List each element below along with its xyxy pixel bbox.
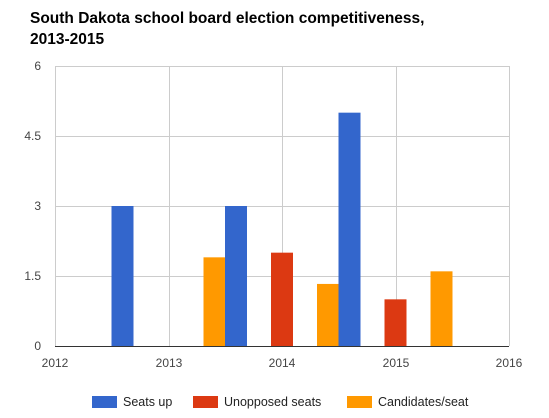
bar-candidates-seat	[430, 271, 453, 346]
bar-unopposed-seats	[271, 252, 293, 346]
chart-title: South Dakota school board election compe…	[30, 8, 530, 50]
y-tick-label: 1.5	[24, 269, 41, 283]
bar-unopposed-seats	[384, 299, 407, 346]
legend-label: Candidates/seat	[378, 395, 469, 409]
x-tick-label: 2014	[269, 356, 296, 370]
legend-swatch	[92, 396, 117, 408]
legend: Seats up Unopposed seats Candidates/seat	[92, 395, 469, 409]
y-tick-label: 6	[34, 59, 41, 73]
bars	[111, 112, 453, 347]
y-tick-label: 3	[34, 199, 41, 213]
bar-seats-up	[338, 112, 361, 347]
x-tick-label: 2013	[156, 356, 183, 370]
y-tick-label: 4.5	[24, 129, 41, 143]
bar-candidates-seat	[317, 283, 339, 346]
axes: 0 1.5 3 4.5 6 2012 2013 2014 2015 2016	[24, 59, 522, 370]
x-tick-label: 2016	[496, 356, 523, 370]
y-tick-label: 0	[34, 339, 41, 353]
x-tick-label: 2015	[383, 356, 410, 370]
bar-candidates-seat	[203, 257, 226, 346]
legend-swatch	[347, 396, 372, 408]
chart-title-line-2: 2013-2015	[30, 31, 105, 48]
chart-title-line-1: South Dakota school board election compe…	[30, 10, 425, 27]
legend-label: Unopposed seats	[224, 395, 321, 409]
bar-seats-up	[111, 206, 134, 346]
bar-seats-up	[225, 206, 247, 346]
legend-swatch	[193, 396, 218, 408]
x-tick-label: 2012	[42, 356, 69, 370]
legend-label: Seats up	[123, 395, 172, 409]
